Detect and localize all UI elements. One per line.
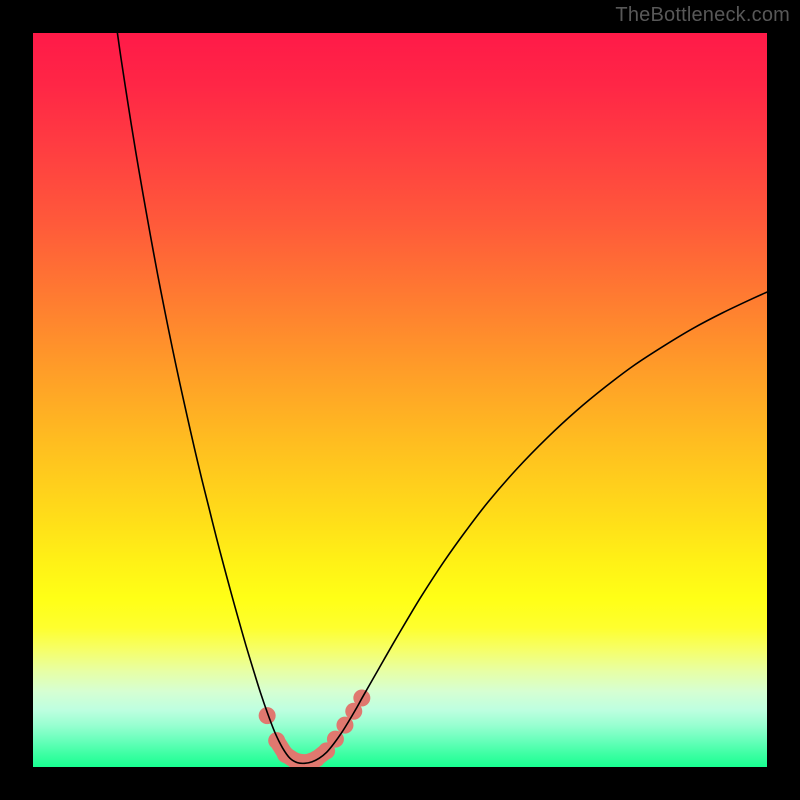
chart-stage: { "meta": { "watermark_text": "TheBottle… — [0, 0, 800, 800]
chart-plot-bg — [33, 33, 767, 767]
bottleneck-chart — [0, 0, 800, 800]
watermark-text: TheBottleneck.com — [615, 4, 790, 27]
marker-dot — [259, 707, 276, 724]
